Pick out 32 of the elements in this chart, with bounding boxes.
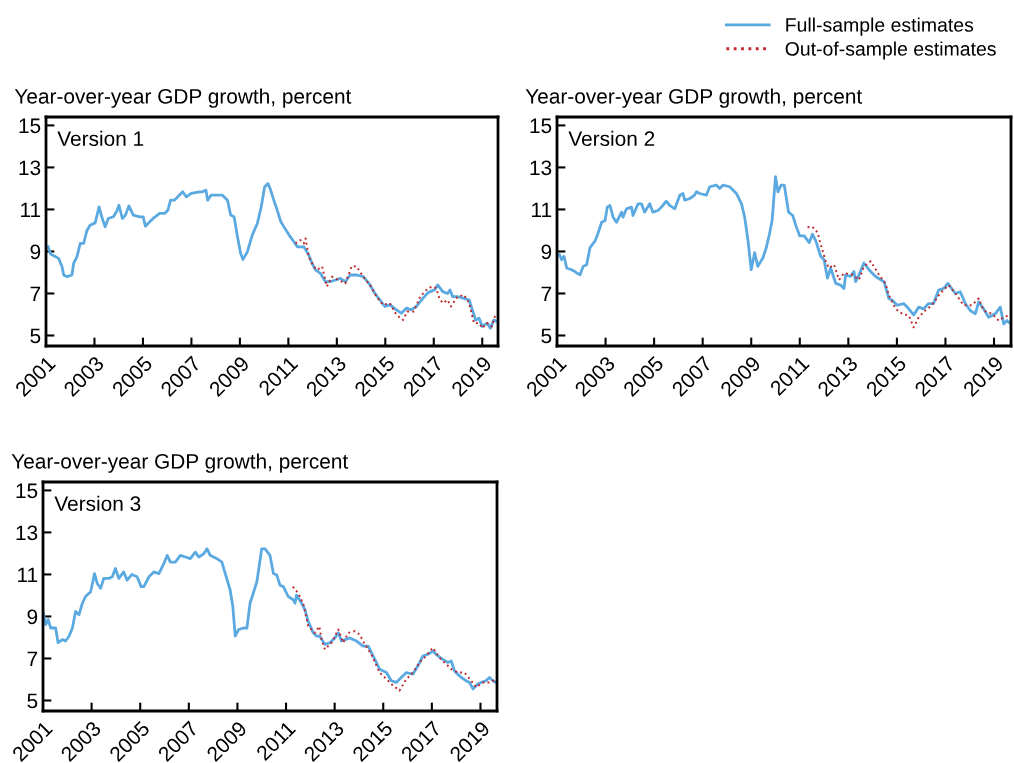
text: Version 2 <box>568 130 655 147</box>
y-tick-label: 5 <box>27 693 38 709</box>
y-axis-title: Year-over-year GDP growth, percent <box>525 88 863 108</box>
line-series <box>806 225 1010 329</box>
text: Version 3 <box>54 495 141 512</box>
line-series <box>294 237 497 330</box>
legend-label: Full-sample estimates <box>786 17 974 36</box>
line-series <box>46 182 498 330</box>
y-tick-label: 7 <box>27 651 38 667</box>
y-tick-label: 11 <box>532 202 552 217</box>
y-tick-label: 13 <box>530 160 552 176</box>
y-tick-label: 7 <box>541 286 552 302</box>
y-tick-label: 9 <box>541 244 552 260</box>
line-series <box>43 547 497 691</box>
y-tick-label: 15 <box>530 118 552 134</box>
y-tick-label: 9 <box>27 609 38 625</box>
y-tick-label: 11 <box>18 567 38 582</box>
line-series <box>291 585 497 692</box>
y-tick-label: 15 <box>19 118 41 134</box>
legend-label: Out-of-sample estimates <box>785 41 996 60</box>
y-tick-label: 15 <box>16 483 38 499</box>
y-tick-label: 13 <box>16 525 38 541</box>
y-tick-label: 13 <box>19 160 41 176</box>
y-tick-label: 11 <box>21 202 41 217</box>
y-tick-label: 7 <box>30 286 41 302</box>
y-tick-label: 9 <box>30 244 41 260</box>
text: Version 1 <box>57 130 144 147</box>
y-tick-label: 5 <box>30 328 41 344</box>
y-axis-title: Year-over-year GDP growth, percent <box>11 453 349 473</box>
y-tick-label: 5 <box>541 328 552 344</box>
y-axis-title: Year-over-year GDP growth, percent <box>14 88 352 108</box>
line-series <box>558 175 1011 326</box>
